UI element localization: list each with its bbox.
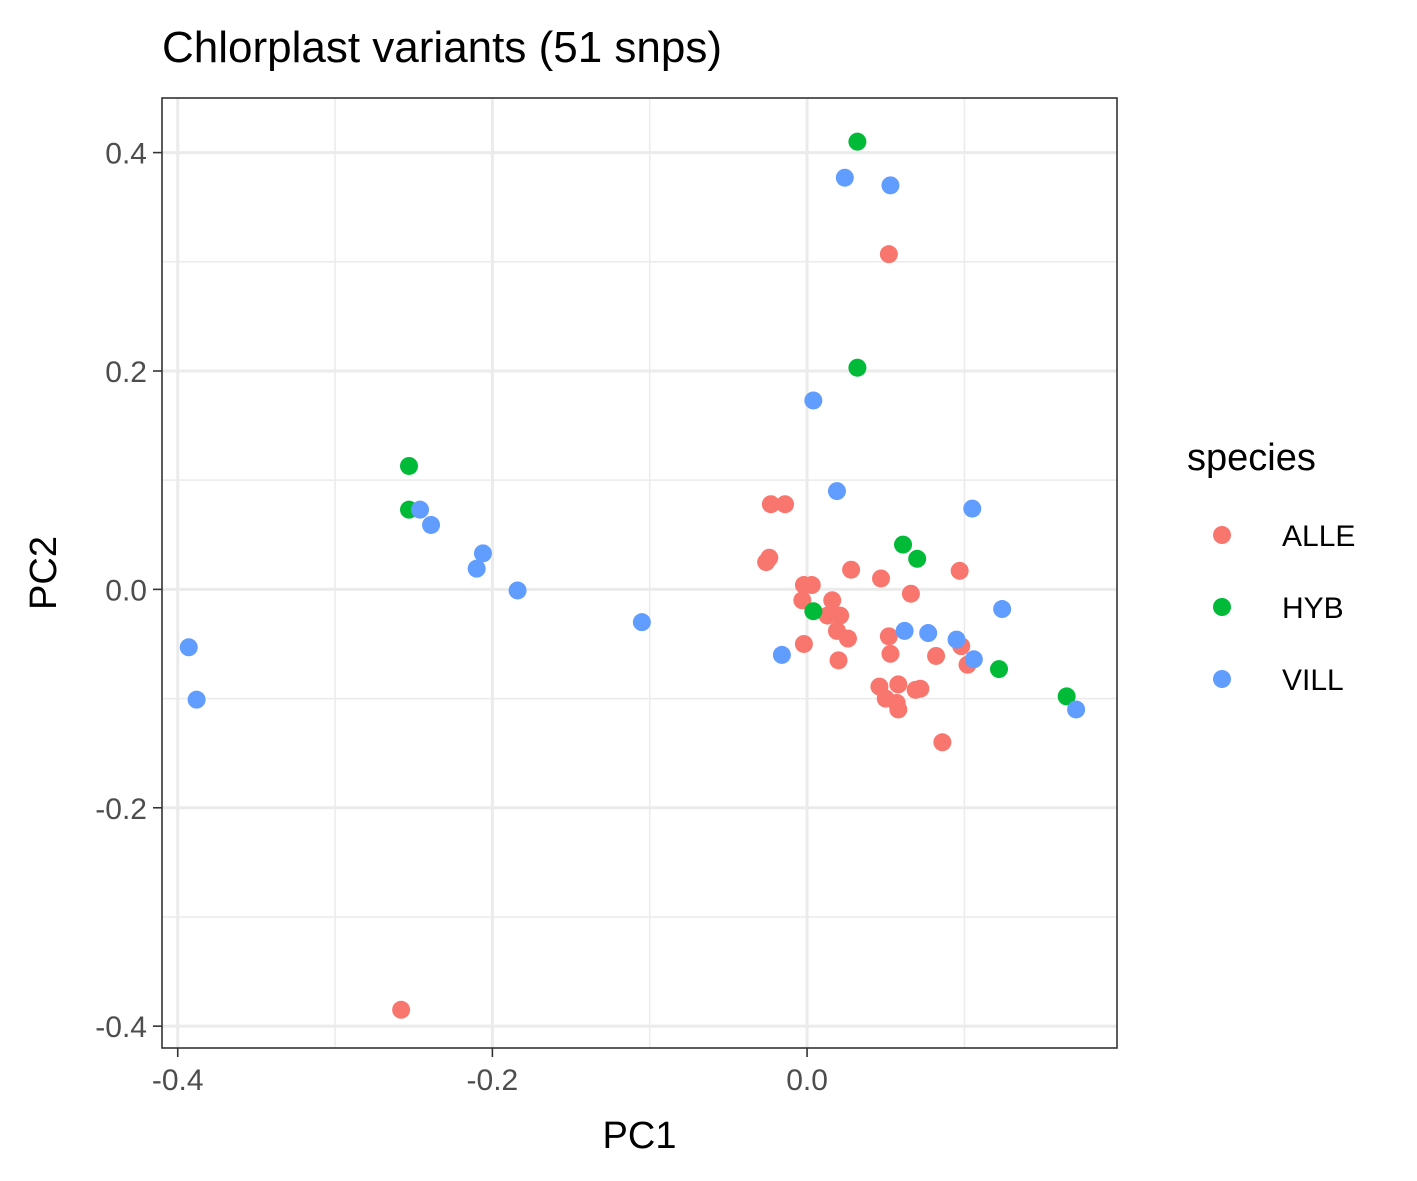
data-point-vill: [963, 499, 982, 518]
data-point-alle: [776, 495, 795, 514]
x-tick-label: -0.4: [152, 1064, 204, 1097]
data-point-vill: [187, 690, 206, 709]
data-point-vill: [835, 168, 854, 187]
data-point-alle: [838, 629, 857, 648]
data-point-alle: [793, 591, 812, 610]
data-point-hyb: [894, 535, 913, 554]
chart-title: Chlorplast variants (51 snps): [162, 23, 722, 72]
data-point-hyb: [990, 660, 1009, 679]
x-axis-title: PC1: [603, 1115, 677, 1157]
data-point-hyb: [848, 132, 867, 151]
data-point-vill: [179, 638, 198, 657]
data-point-alle: [881, 644, 900, 663]
plot-border: [161, 97, 1118, 1049]
data-point-alle: [911, 679, 930, 698]
data-point-alle: [927, 646, 946, 665]
y-axis: -0.4 -0.2 0.0 0.2 0.4: [95, 138, 162, 1044]
data-point-alle: [761, 495, 780, 514]
data-point-alle: [933, 733, 952, 752]
data-point-alle: [392, 1000, 411, 1019]
data-points: [179, 132, 1086, 1019]
data-point-alle: [802, 576, 821, 595]
legend-label: ALLE: [1282, 520, 1355, 553]
x-tick-label: 0.0: [786, 1064, 828, 1097]
data-point-vill: [827, 482, 846, 501]
data-point-alle: [950, 561, 969, 580]
data-point-hyb: [1057, 687, 1076, 706]
plot-panel: [162, 98, 1117, 1048]
y-tick-label: -0.4: [95, 1011, 147, 1044]
data-point-vill: [422, 515, 441, 534]
legend-item-vill: VILL: [1213, 664, 1344, 697]
legend-title: species: [1187, 437, 1316, 479]
data-point-hyb: [400, 456, 419, 475]
data-point-vill: [993, 600, 1012, 619]
data-point-hyb: [804, 602, 823, 621]
data-point-vill: [895, 621, 914, 640]
legend-key: [1213, 670, 1231, 688]
data-point-vill: [919, 624, 938, 643]
legend-key: [1213, 526, 1231, 544]
series-alle: [392, 245, 977, 1019]
data-point-vill: [947, 630, 966, 649]
y-tick-label: 0.0: [105, 574, 147, 607]
data-point-alle: [794, 634, 813, 653]
data-point-vill: [881, 176, 900, 195]
legend-label: HYB: [1282, 592, 1344, 625]
legend-item-alle: ALLE: [1213, 520, 1355, 553]
legend-key: [1213, 598, 1231, 616]
data-point-vill: [467, 559, 486, 578]
data-point-hyb: [848, 358, 867, 377]
gridlines: [162, 98, 1117, 1048]
data-point-alle: [757, 553, 776, 572]
data-point-alle: [831, 606, 850, 625]
data-point-vill: [804, 391, 823, 410]
data-point-alle: [842, 560, 861, 579]
data-point-alle: [879, 245, 898, 264]
data-point-alle: [879, 627, 898, 646]
series-vill: [179, 168, 1086, 719]
y-tick-label: 0.4: [105, 138, 147, 171]
data-point-alle: [872, 569, 891, 588]
data-point-vill: [772, 645, 791, 664]
series-hyb: [400, 132, 1076, 706]
legend: species ALLE HYB VILL: [1187, 437, 1355, 697]
data-point-vill: [1067, 700, 1086, 719]
data-point-vill: [508, 581, 527, 600]
y-tick-label: 0.2: [105, 356, 147, 389]
y-tick-label: -0.2: [95, 793, 147, 826]
data-point-vill: [473, 544, 492, 563]
data-point-vill: [632, 613, 651, 632]
legend-item-hyb: HYB: [1213, 592, 1344, 625]
data-point-alle: [901, 584, 920, 603]
data-point-alle: [889, 675, 908, 694]
data-point-alle: [889, 700, 908, 719]
data-point-alle: [818, 606, 837, 625]
data-point-alle: [829, 651, 848, 670]
y-axis-title: PC2: [23, 536, 65, 610]
data-point-vill: [964, 650, 983, 669]
x-axis: -0.4 -0.2 0.0: [152, 1048, 828, 1097]
legend-items: ALLE HYB VILL: [1213, 520, 1355, 697]
x-tick-label: -0.2: [467, 1064, 519, 1097]
legend-label: VILL: [1282, 664, 1344, 697]
data-point-hyb: [908, 549, 927, 568]
data-point-alle: [823, 591, 842, 610]
data-point-vill: [411, 500, 430, 519]
